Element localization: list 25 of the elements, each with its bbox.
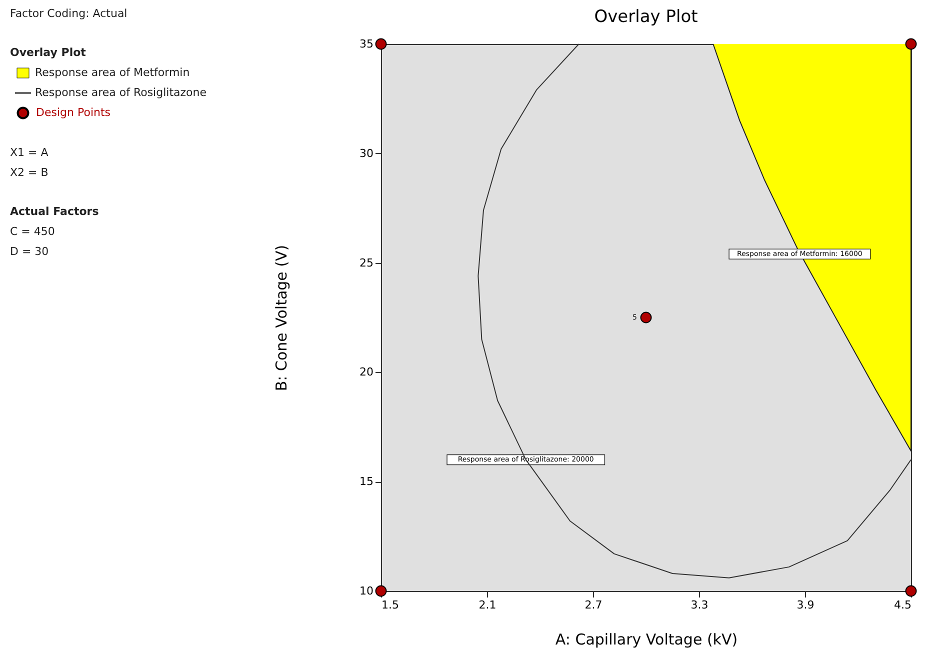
text: X1 = A (10, 146, 49, 159)
y-tick-label: 35 (360, 38, 374, 50)
y-axis-title: B: Cone Voltage (V) (272, 244, 291, 392)
legend-label: Response area of Rosiglitazone (35, 86, 207, 99)
y-tick-label: 25 (360, 256, 374, 270)
legend-label: Design Points (36, 106, 111, 119)
x-tick-label: 1.5 (382, 598, 399, 612)
y-tick-label: 10 (360, 584, 374, 598)
y-tick-label: 20 (360, 366, 374, 379)
x-axis-title: A: Capillary Voltage (kV) (555, 630, 738, 648)
text: X2 = B (10, 166, 48, 179)
x-tick-label: 3.9 (796, 598, 814, 612)
x-tick-label: 2.7 (584, 598, 602, 612)
x-tick-label: 3.3 (690, 598, 708, 612)
text: D = 30 (10, 245, 49, 258)
text: Factor Coding: Actual (10, 7, 128, 20)
legend-label: Response area of Metformin (35, 66, 190, 79)
text: C = 450 (10, 225, 55, 238)
chart-title: Overlay Plot (594, 7, 698, 27)
y-tick-label: 30 (360, 146, 374, 160)
text: Actual Factors (10, 205, 100, 218)
x-tick-label: 2.1 (478, 598, 496, 612)
legend-title: Overlay Plot (10, 46, 86, 59)
x-tick-label: 4.5 (894, 598, 912, 612)
y-tick-label: 15 (360, 475, 374, 488)
